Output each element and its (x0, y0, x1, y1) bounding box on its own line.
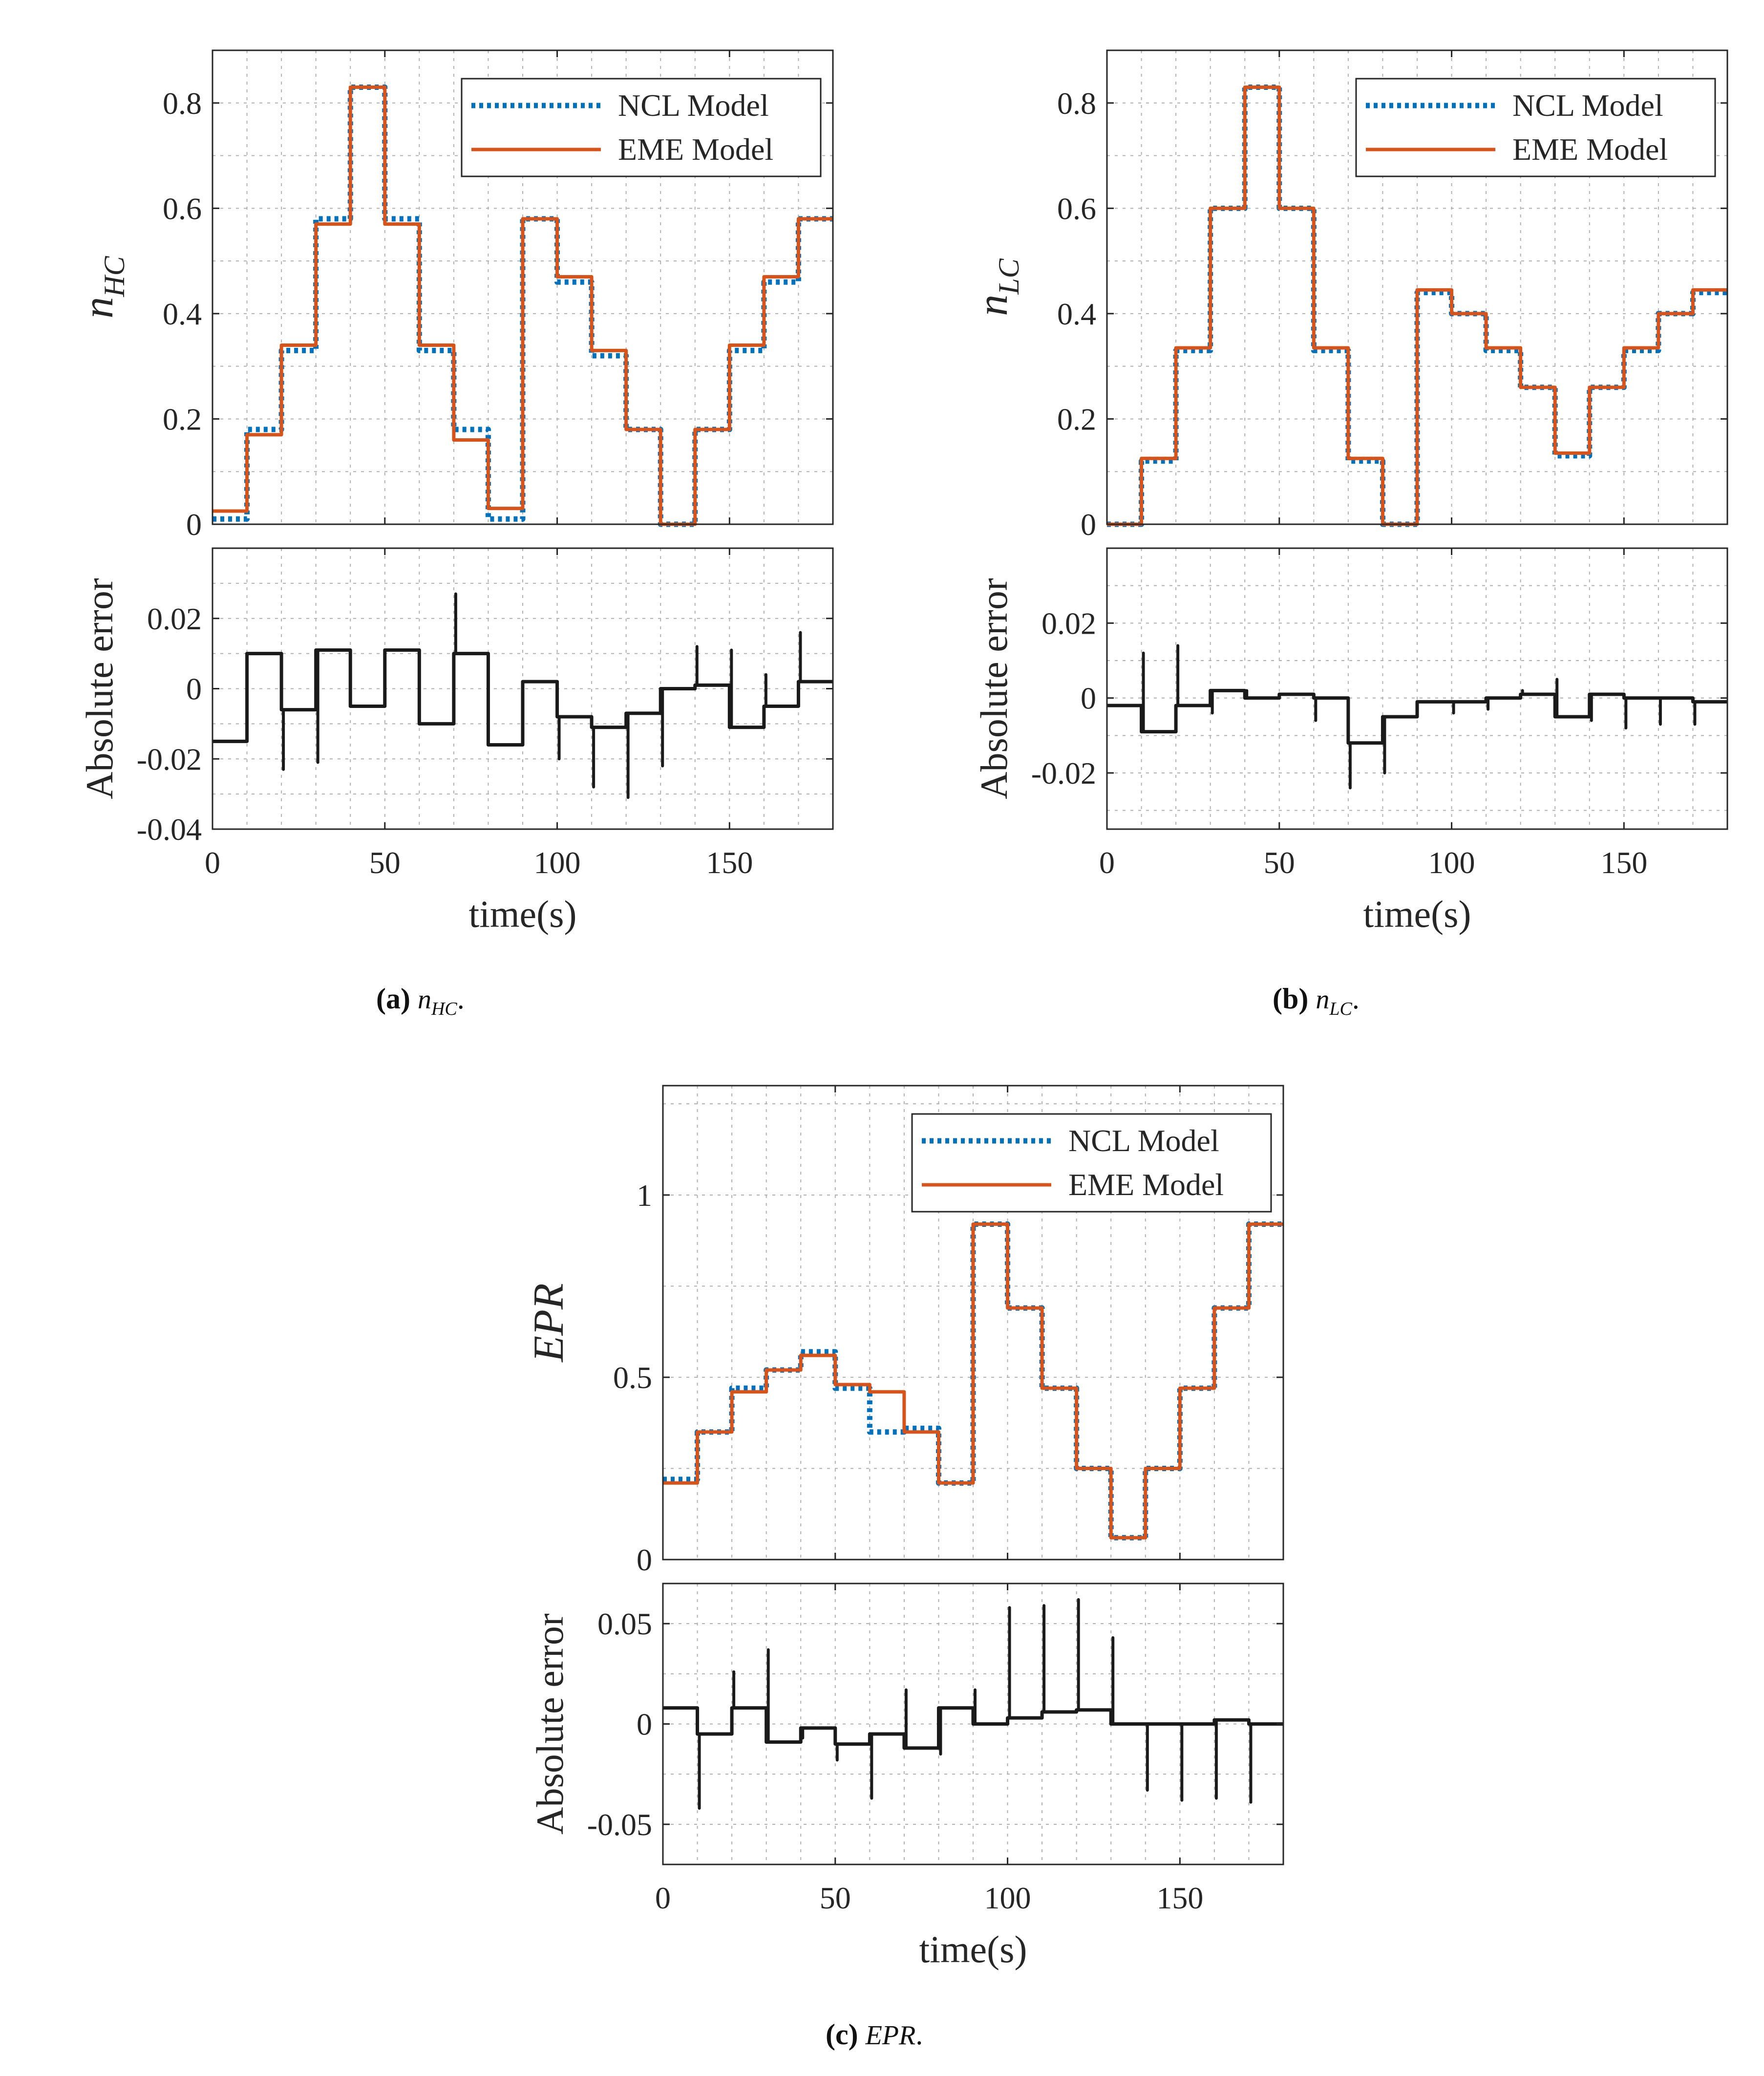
legend-label-eme: EME Model (1068, 1167, 1224, 1202)
caption-b: (b) nLC. (1273, 982, 1360, 1020)
y-tick-label: -0.04 (137, 812, 202, 847)
legend-label-ncl: NCL Model (618, 88, 769, 123)
chart-b-top: 0 0.2 0.4 0.6 0.8 nLC NCL Model EME Model (969, 49, 1728, 542)
x-axis-label: time(s) (1363, 893, 1471, 935)
legend-box (911, 1113, 1272, 1213)
x-tick-label: 150 (1600, 845, 1647, 880)
x-tick-label: 150 (1156, 1881, 1203, 1915)
legend-a-top: NCL Model EME Model (461, 78, 822, 177)
x-tick-label: 0 (1099, 845, 1115, 880)
axes-frame-c-top (662, 1085, 1284, 1561)
y-axis-label: EPR (525, 1283, 573, 1363)
y-axis-label-main: EPR (525, 1283, 573, 1363)
y-tick-label: 0.2 (1057, 402, 1096, 436)
legend-label-eme: EME Model (618, 132, 773, 167)
series-line-b-bottom-0 (1107, 688, 1727, 745)
caption-b-suffix: . (1352, 983, 1360, 1015)
y-tick-label: 0 (186, 507, 202, 542)
y-axis-label-main: Absolute error (78, 578, 121, 799)
series-line-c-bottom-0 (663, 1706, 1283, 1750)
y-axis-label: Absolute error (78, 578, 121, 799)
axes-frame-b-top (1106, 49, 1728, 525)
caption-c-suffix: . (915, 2018, 923, 2051)
series-line-a-bottom-0 (213, 648, 833, 747)
x-tick-label: 100 (1428, 845, 1475, 880)
y-tick-label: 0 (186, 672, 202, 706)
y-tick-label: 0 (637, 1707, 652, 1742)
caption-c-letter: (c) (826, 2018, 858, 2051)
x-tick-label: 50 (820, 1881, 851, 1915)
y-tick-label: -0.02 (1031, 756, 1096, 791)
x-tick-label: 0 (655, 1881, 671, 1915)
legend-box (461, 78, 822, 177)
y-tick-label: 0.05 (597, 1606, 652, 1641)
legend-box (1355, 78, 1716, 177)
y-axis-label: nHC (75, 256, 130, 318)
axes-frame-a-top (212, 49, 834, 525)
y-axis-label-main: n (969, 295, 1017, 316)
axes-frame-b-bottom (1106, 547, 1728, 830)
chart-a-bottom: -0.04 -0.02 0 0.02 0 50 100 150 time(s) Absolute … (78, 547, 834, 935)
caption-b-letter: (b) (1273, 983, 1309, 1015)
y-tick-label: 0.8 (163, 86, 202, 121)
y-tick-label: 0 (1081, 681, 1096, 716)
caption-a-sub: HC (431, 999, 457, 1019)
legend-label-ncl: NCL Model (1068, 1123, 1219, 1158)
grid-b-bottom (1107, 548, 1727, 829)
y-tick-label: 0.02 (147, 601, 202, 636)
y-tick-label: 0.4 (1057, 297, 1096, 331)
x-axis-label: time(s) (919, 1928, 1027, 1970)
y-axis-label-main: Absolute error (973, 578, 1015, 799)
chart-b-bottom: -0.02 0 0.02 0 50 100 150 time(s) Absolute error (973, 547, 1728, 935)
y-tick-label: 0.4 (163, 297, 202, 331)
x-tick-label: 50 (1264, 845, 1295, 880)
y-tick-label: 0.6 (1057, 191, 1096, 226)
chart-c-bottom: -0.05 0 0.05 0 50 100 150 time(s) Absolute error (529, 1583, 1284, 1970)
x-tick-label: 100 (984, 1881, 1031, 1915)
y-tick-label: 0.5 (613, 1360, 652, 1395)
x-tick-label: 50 (369, 845, 401, 880)
y-axis-label: nLC (969, 258, 1025, 316)
y-axis-label-main: Absolute error (529, 1613, 571, 1835)
caption-a-symbol: n (417, 984, 431, 1015)
legend-c-top: NCL Model EME Model (911, 1113, 1272, 1213)
y-axis-label-sub: HC (98, 256, 130, 297)
y-axis-label: Absolute error (973, 578, 1015, 799)
y-axis-label-sub: LC (993, 258, 1025, 295)
series-line-c-top-1 (663, 1222, 1283, 1540)
series-line-b-top-1 (1107, 85, 1727, 526)
x-tick-label: 100 (534, 845, 581, 880)
caption-a: (a) nHC. (376, 982, 465, 1020)
y-axis-label-main: n (75, 297, 122, 319)
legend-b-top: NCL Model EME Model (1355, 78, 1716, 177)
legend-label-eme: EME Model (1512, 132, 1668, 167)
caption-b-symbol: n (1316, 984, 1330, 1015)
chart-c-top: 0 0.5 1 EPR NCL Model EME Model (525, 1085, 1284, 1577)
x-tick-label: 150 (706, 845, 753, 880)
y-tick-label: 0 (1081, 507, 1096, 542)
caption-a-suffix: . (457, 983, 465, 1015)
y-tick-label: -0.02 (137, 742, 202, 776)
x-tick-label: 0 (205, 845, 220, 880)
legend-label-ncl: NCL Model (1512, 88, 1663, 123)
y-tick-label: 0.02 (1041, 606, 1096, 641)
y-tick-label: 0.8 (1057, 86, 1096, 121)
caption-c-symbol: EPR (865, 2020, 916, 2051)
x-axis-label: time(s) (469, 893, 577, 935)
caption-a-letter: (a) (376, 983, 410, 1015)
caption-c: (c) EPR. (826, 2018, 923, 2052)
y-tick-label: 1 (637, 1178, 652, 1213)
y-tick-label: -0.05 (587, 1807, 652, 1842)
y-tick-label: 0.2 (163, 402, 202, 436)
y-axis-label: Absolute error (529, 1613, 571, 1835)
caption-b-sub: LC (1329, 999, 1352, 1019)
y-tick-label: 0.6 (163, 191, 202, 226)
series-line-a-top-1 (213, 85, 833, 526)
chart-a-top: 0 0.2 0.4 0.6 0.8 nHC NCL Model EME Model (75, 49, 834, 542)
y-tick-label: 0 (637, 1542, 652, 1577)
